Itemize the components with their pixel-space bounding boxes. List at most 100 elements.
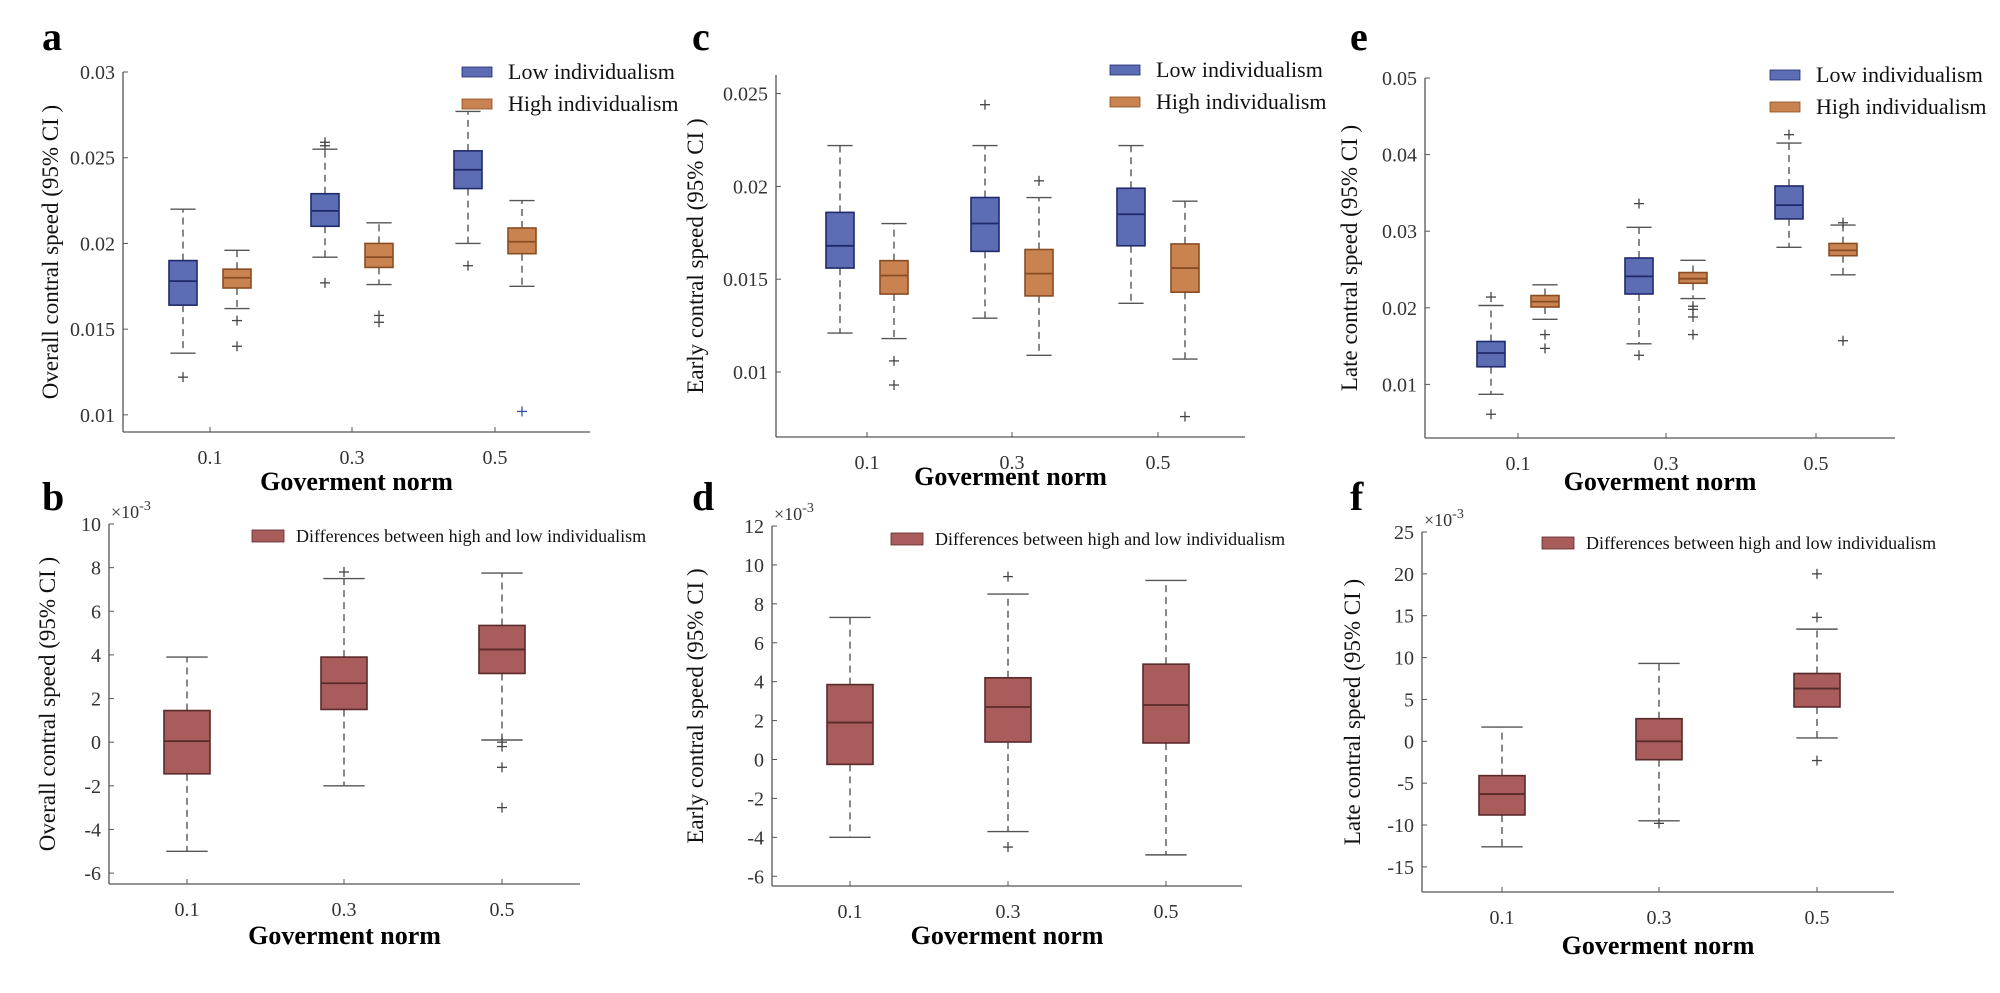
legend-label: Low individualism — [1156, 57, 1323, 82]
outlier-marker — [374, 317, 384, 328]
panel-label: d — [692, 474, 714, 519]
y-axis-title: Overall contral speed (95% CI ) — [35, 557, 60, 851]
y-tick-label: 0 — [1404, 731, 1414, 753]
x-tick-label: 0.5 — [1146, 452, 1171, 474]
legend: Differences between high and low individ… — [1541, 533, 1936, 553]
x-tick-label: 0.3 — [1000, 452, 1025, 474]
outlier-marker — [320, 277, 330, 288]
outlier-marker — [1634, 198, 1644, 209]
legend-swatch-low — [1769, 69, 1801, 81]
box-diff — [826, 616, 874, 839]
y-tick-label: 25 — [1394, 522, 1414, 544]
panel-f: f -15 -10 -5 0 5 10 15 20 25 ×10-3 0.1 0.3 0.5 Goverme… — [1340, 474, 1936, 960]
y-tick-label: 15 — [1394, 606, 1414, 628]
outlier-marker — [1003, 842, 1013, 853]
outlier-marker — [1812, 755, 1822, 766]
legend-swatch-high — [1109, 96, 1141, 108]
box-diff — [1635, 662, 1683, 829]
legend-label: Low individualism — [508, 59, 675, 84]
y-tick-label: 10 — [744, 555, 764, 577]
y-tick-label: -15 — [1387, 857, 1414, 879]
y-tick-label: 0.02 — [1382, 298, 1417, 320]
legend-swatch-high — [461, 98, 493, 110]
outlier-marker — [980, 99, 990, 110]
x-tick-label: 0.1 — [838, 901, 863, 923]
y-tick-label: 10 — [81, 514, 101, 536]
outlier-marker — [1540, 343, 1550, 354]
x-axis-title: Goverment norm — [914, 462, 1107, 491]
outlier-marker — [232, 315, 242, 326]
x-tick-label: 0.3 — [332, 899, 357, 921]
y-tick-label: 10 — [1394, 648, 1414, 670]
outlier-marker — [1784, 129, 1794, 140]
x-axis-title: Goverment norm — [911, 921, 1104, 950]
legend-label: Differences between high and low individ… — [1586, 533, 1936, 553]
outlier-marker — [1540, 329, 1550, 340]
outlier-marker — [1034, 175, 1044, 186]
legend: Low individualism High individualism — [1769, 62, 1987, 119]
legend-label: Differences between high and low individ… — [296, 526, 646, 546]
outlier-marker — [178, 372, 188, 383]
box-high — [1530, 284, 1560, 354]
panel-b: b -6 -4 -2 0 2 4 6 8 10 ×10-3 0.1 0.3 0.5 Goverment no… — [35, 474, 646, 950]
y-tick-label: 0.01 — [733, 362, 768, 384]
y-tick-label: 8 — [91, 558, 101, 580]
outlier-marker — [1838, 217, 1848, 228]
outlier-marker — [339, 567, 349, 577]
y-tick-label: 6 — [754, 633, 764, 655]
box-diff — [163, 656, 211, 852]
y-tick-label: -4 — [747, 827, 764, 849]
box-diff — [1793, 568, 1841, 766]
box-iqr — [970, 196, 1000, 253]
outlier-marker — [497, 741, 507, 752]
y-tick-label: 0.025 — [723, 84, 768, 106]
y-tick-label: 0.02 — [733, 176, 768, 198]
legend-swatch-diff — [890, 532, 924, 546]
y-tick-label: 0.015 — [723, 269, 768, 291]
panel-d: d -6 -4 -2 0 2 4 6 8 10 12 ×10-3 0.1 0.3 0.5 Goverment … — [683, 474, 1285, 950]
box-high — [1170, 200, 1200, 422]
y-tick-label: 0.04 — [1382, 145, 1417, 167]
box-iqr — [825, 211, 855, 269]
box-iqr — [1142, 663, 1190, 744]
panel-e: e 0.01 0.02 0.03 0.04 0.05 0.1 0.3 0.5 Goverment … — [1337, 14, 1987, 496]
y-tick-label: -5 — [1397, 773, 1414, 795]
y-tick-label: 6 — [91, 601, 101, 623]
outlier-marker — [1486, 292, 1496, 303]
x-tick-label: 0.5 — [1154, 901, 1179, 923]
outlier-marker — [1486, 409, 1496, 420]
outlier-marker — [1812, 612, 1822, 623]
box-iqr — [364, 242, 394, 269]
box-low — [453, 110, 483, 271]
panel-label: e — [1350, 14, 1368, 59]
outlier-marker — [320, 137, 330, 148]
outlier-marker — [517, 406, 527, 417]
y-tick-label: 0 — [754, 750, 764, 772]
box-diff — [320, 567, 368, 787]
outlier-marker — [1180, 411, 1190, 422]
x-axis-title: Goverment norm — [1564, 467, 1757, 496]
y-tick-label: -2 — [84, 776, 101, 798]
legend: Differences between high and low individ… — [251, 526, 646, 546]
y-tick-label: 12 — [744, 516, 764, 538]
legend-swatch-high — [1769, 101, 1801, 113]
legend-label: High individualism — [1816, 94, 1987, 119]
outlier-marker — [1003, 571, 1013, 582]
y-tick-label: 0.01 — [1382, 374, 1417, 396]
box-iqr — [826, 683, 874, 766]
box-iqr — [168, 259, 198, 306]
outlier-marker — [889, 380, 899, 391]
y-tick-label: 0.015 — [70, 319, 115, 341]
x-tick-label: 0.5 — [490, 899, 515, 921]
y-tick-label: -6 — [747, 866, 764, 888]
y-tick-label: 2 — [754, 711, 764, 733]
box-low — [1116, 144, 1146, 305]
x-axis-title: Goverment norm — [260, 467, 453, 496]
box-low — [1476, 292, 1506, 420]
box-diff — [1142, 579, 1190, 856]
legend: Low individualism High individualism — [461, 59, 679, 116]
outlier-marker — [1838, 335, 1848, 346]
outlier-marker — [1812, 568, 1822, 579]
y-tick-label: 0.02 — [80, 233, 115, 255]
y-tick-label: -6 — [84, 863, 101, 885]
